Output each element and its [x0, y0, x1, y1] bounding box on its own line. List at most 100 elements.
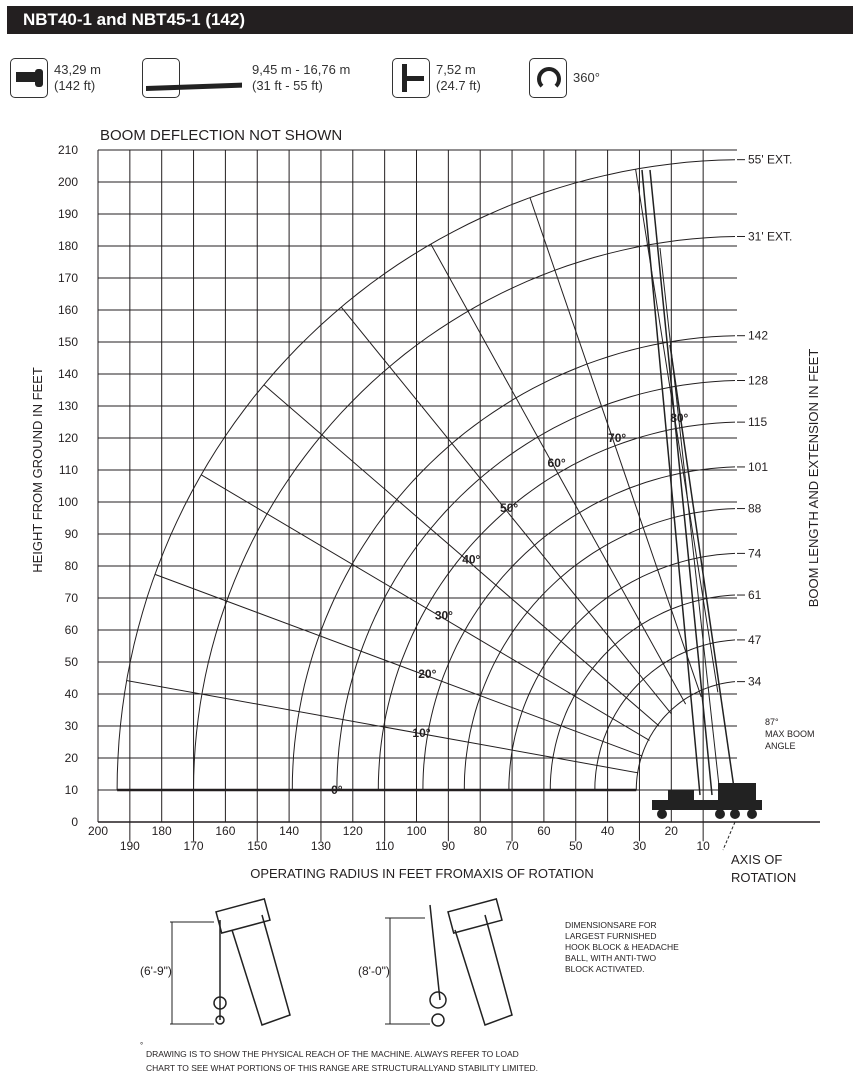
- note-line: BLOCK ACTIVATED.: [565, 964, 645, 974]
- boom-length-arc: [116, 159, 736, 791]
- boom-length-arc: [594, 639, 736, 790]
- boom-length-label: 142: [748, 329, 768, 343]
- x-tick-label: 50: [569, 839, 583, 853]
- jib-extension-icon: [142, 58, 242, 98]
- x-tick-label: 40: [601, 824, 615, 838]
- x-tick-label: 200: [88, 824, 108, 838]
- spec-value: 43,29 m: [54, 62, 101, 77]
- y-tick-label: 160: [58, 303, 78, 317]
- rotation-axis-leader: [722, 821, 736, 851]
- max-angle-value: 87°: [765, 717, 779, 727]
- boom-angle-label: 50°: [500, 501, 518, 515]
- boom-length-arc: [336, 380, 736, 791]
- y-tick-label: 40: [65, 687, 79, 701]
- dimensions-note: DIMENSIONSARE FOR LARGEST FURNISHED HOOK…: [565, 920, 679, 974]
- y-tick-label: 90: [65, 527, 79, 541]
- y-tick-label: 70: [65, 591, 79, 605]
- boom-angle-label: 30°: [435, 609, 453, 623]
- hook-block-drawing-left: [170, 897, 291, 1026]
- boom-length-label: 101: [748, 460, 768, 474]
- boom-length-arc: [635, 681, 736, 790]
- x-tick-label: 10: [696, 839, 710, 853]
- x-tick-label: 150: [247, 839, 267, 853]
- boom-angle-line: [126, 680, 638, 774]
- spec-value: 7,52 m: [436, 62, 476, 77]
- x-tick-label: 120: [343, 824, 363, 838]
- boom-length-arc: [377, 421, 736, 791]
- max-angle-label: MAX BOOM: [765, 729, 815, 739]
- boom-angle-line: [154, 573, 643, 757]
- y-tick-label: 20: [65, 751, 79, 765]
- note-line: HOOK BLOCK & HEADACHE: [565, 942, 679, 952]
- axis-of-rotation-label-2: ROTATION: [731, 870, 796, 885]
- x-axis-label: OPERATING RADIUS IN FEET FROMAXIS OF ROT…: [250, 866, 594, 881]
- spec-rotation: 360°: [529, 58, 600, 98]
- boom-length-label: 61: [748, 588, 762, 602]
- boom-length-arc: [508, 552, 736, 790]
- boom-angle-label: 0°: [331, 783, 343, 797]
- boom-angle-line: [635, 169, 719, 693]
- boom-length-label: 74: [748, 546, 762, 560]
- hook-dimension-left: (6'-9"): [140, 964, 172, 978]
- boom-angle-line: [263, 384, 660, 727]
- x-tick-label: 190: [120, 839, 140, 853]
- spec-extension: 9,45 m - 16,76 m (31 ft - 55 ft): [142, 58, 350, 98]
- boom-angle-label: 40°: [462, 553, 480, 567]
- crane-boom: [641, 169, 736, 796]
- y-tick-label: 120: [58, 431, 78, 445]
- boom-angle-line: [340, 306, 672, 715]
- boom-angle-label: 20°: [418, 667, 436, 681]
- max-angle-label-2: ANGLE: [765, 741, 796, 751]
- footnote-line: DRAWING IS TO SHOW THE PHYSICAL REACH OF…: [146, 1049, 519, 1059]
- x-tick-label: 80: [474, 824, 488, 838]
- outrigger-span-icon: [392, 58, 430, 98]
- y-tick-label: 130: [58, 399, 78, 413]
- axis-of-rotation-label: AXIS OF: [731, 852, 782, 867]
- boom-length-label: 55' EXT.: [748, 153, 792, 167]
- y-tick-label: 170: [58, 271, 78, 285]
- spec-value-ft: (31 ft - 55 ft): [252, 78, 323, 93]
- crane-truck-icon: [652, 783, 762, 819]
- x-tick-label: 180: [152, 824, 172, 838]
- boom-length-label: 47: [748, 633, 762, 647]
- boom-angle-label: 10°: [412, 726, 430, 740]
- x-tick-label: 170: [184, 839, 204, 853]
- y-tick-label: 210: [58, 143, 78, 157]
- y-tick-label: 60: [65, 623, 79, 637]
- y-tick-label: 110: [59, 463, 78, 477]
- boom-length-label: 31' EXT.: [748, 229, 792, 243]
- page-title: NBT40-1 and NBT45-1 (142): [7, 6, 853, 34]
- y-tick-label: 180: [58, 239, 78, 253]
- boom-length-label: 128: [748, 374, 768, 388]
- right-axis-label: BOOM LENGTH AND EXTENSION IN FEET: [806, 349, 821, 608]
- y-tick-label: 190: [58, 207, 78, 221]
- boom-length-arc: [193, 236, 736, 791]
- x-tick-label: 130: [311, 839, 331, 853]
- y-tick-label: 80: [65, 559, 79, 573]
- spec-value-ft: (24.7 ft): [436, 78, 481, 93]
- x-tick-label: 20: [665, 824, 679, 838]
- y-tick-label: 140: [58, 367, 78, 381]
- note-line: LARGEST FURNISHED: [565, 931, 656, 941]
- spec-value: 9,45 m - 16,76 m: [252, 62, 351, 77]
- x-tick-label: 60: [537, 824, 551, 838]
- hook-dimension-right: (8'-0"): [358, 964, 390, 978]
- y-tick-label: 100: [58, 495, 78, 509]
- y-tick-label: 150: [58, 335, 78, 349]
- boom-angle-label: 70°: [608, 431, 626, 445]
- y-tick-label: 0: [71, 815, 78, 829]
- x-tick-label: 160: [215, 824, 235, 838]
- x-tick-label: 100: [406, 824, 426, 838]
- spec-boom-length: 43,29 m (142 ft): [10, 58, 101, 98]
- footnote-mark: °: [140, 1041, 143, 1050]
- note-line: DIMENSIONSARE FOR: [565, 920, 657, 930]
- x-tick-label: 140: [279, 824, 299, 838]
- x-tick-label: 70: [505, 839, 519, 853]
- boom-angle-label: 60°: [548, 456, 566, 470]
- boom-length-icon: [10, 58, 48, 98]
- footnote-line: CHART TO SEE WHAT PORTIONS OF THIS RANGE…: [146, 1063, 538, 1073]
- boom-angle-line: [529, 197, 702, 697]
- rotation-icon: [529, 58, 567, 98]
- spec-value: 360°: [573, 70, 600, 85]
